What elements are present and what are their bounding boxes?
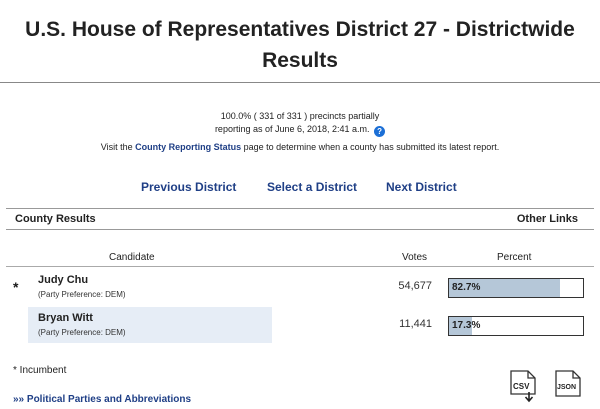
candidate-name: Judy Chu <box>38 274 89 286</box>
section-header: County Results Other Links <box>6 208 594 230</box>
select-district-link[interactable]: Select a District <box>267 180 358 194</box>
incumbent-legend: * Incumbent <box>13 365 67 376</box>
percent-bar: 17.3% <box>448 316 584 336</box>
title-divider <box>0 82 600 83</box>
status-line-2: reporting as of June 6, 2018, 2:41 a.m. … <box>0 123 600 137</box>
status-line-2-text: reporting as of June 6, 2018, 2:41 a.m. <box>214 124 370 134</box>
table-row: Bryan Witt (Party Preference: DEM) 11,44… <box>6 307 594 345</box>
candidate-party: (Party Preference: DEM) <box>38 290 126 299</box>
county-reporting-status-link[interactable]: County Reporting Status <box>135 142 242 152</box>
incumbent-marker: * <box>13 279 19 295</box>
header-percent: Percent <box>497 252 532 263</box>
status-line-1: 100.0% ( 331 of 331 ) precincts partiall… <box>220 111 380 121</box>
county-status-note: Visit the County Reporting Status page t… <box>0 141 600 153</box>
percent-bar: 82.7% <box>448 278 584 298</box>
json-label: JSON <box>557 384 576 391</box>
table-header-divider <box>6 266 594 267</box>
other-links-tab[interactable]: Other Links <box>516 213 578 225</box>
visit-prefix: Visit the <box>100 142 136 152</box>
political-parties-link[interactable]: »» Political Parties and Abbreviations <box>13 394 192 405</box>
json-download-button[interactable]: JSON <box>554 370 582 403</box>
csv-file-icon: CSV <box>510 370 536 403</box>
csv-label: CSV <box>513 382 530 391</box>
table-row: * Judy Chu (Party Preference: DEM) 54,67… <box>6 269 594 307</box>
candidate-cell: Bryan Witt (Party Preference: DEM) <box>28 307 272 343</box>
percent-label: 82.7% <box>452 282 481 293</box>
next-district-link[interactable]: Next District <box>386 180 457 194</box>
csv-download-button[interactable]: CSV <box>509 370 537 403</box>
header-candidate: Candidate <box>109 252 155 263</box>
candidate-name: Bryan Witt <box>38 312 93 324</box>
candidate-party: (Party Preference: DEM) <box>38 328 126 337</box>
candidate-votes: 11,441 <box>399 318 432 330</box>
percent-bar-fill <box>449 317 473 335</box>
candidate-votes: 54,677 <box>398 280 432 292</box>
candidate-cell: Judy Chu (Party Preference: DEM) <box>28 269 272 305</box>
page-title: U.S. House of Representatives District 2… <box>25 18 575 72</box>
percent-bar-fill <box>449 279 560 297</box>
json-file-icon: JSON <box>555 370 581 397</box>
reporting-status: 100.0% ( 331 of 331 ) precincts partiall… <box>0 110 600 137</box>
visit-suffix: page to determine when a county has subm… <box>241 142 500 152</box>
header-votes: Votes <box>402 252 428 263</box>
help-icon[interactable]: ? <box>374 126 386 137</box>
previous-district-link[interactable]: Previous District <box>141 180 237 194</box>
county-results-tab[interactable]: County Results <box>15 213 96 225</box>
percent-label: 17.3% <box>452 320 481 331</box>
